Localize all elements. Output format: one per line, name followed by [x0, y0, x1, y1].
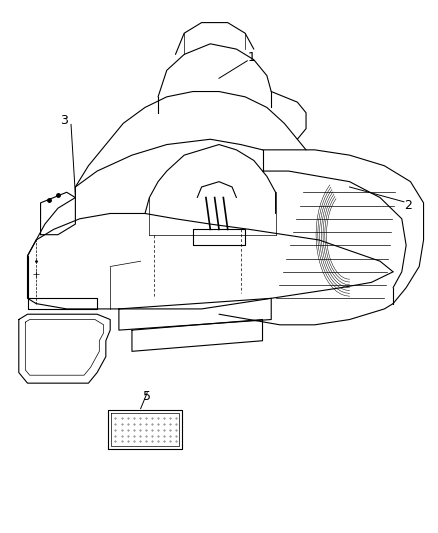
Text: 1: 1 — [248, 51, 256, 63]
Text: 5: 5 — [143, 390, 151, 403]
Text: 2: 2 — [404, 199, 412, 212]
Text: 3: 3 — [60, 114, 68, 127]
